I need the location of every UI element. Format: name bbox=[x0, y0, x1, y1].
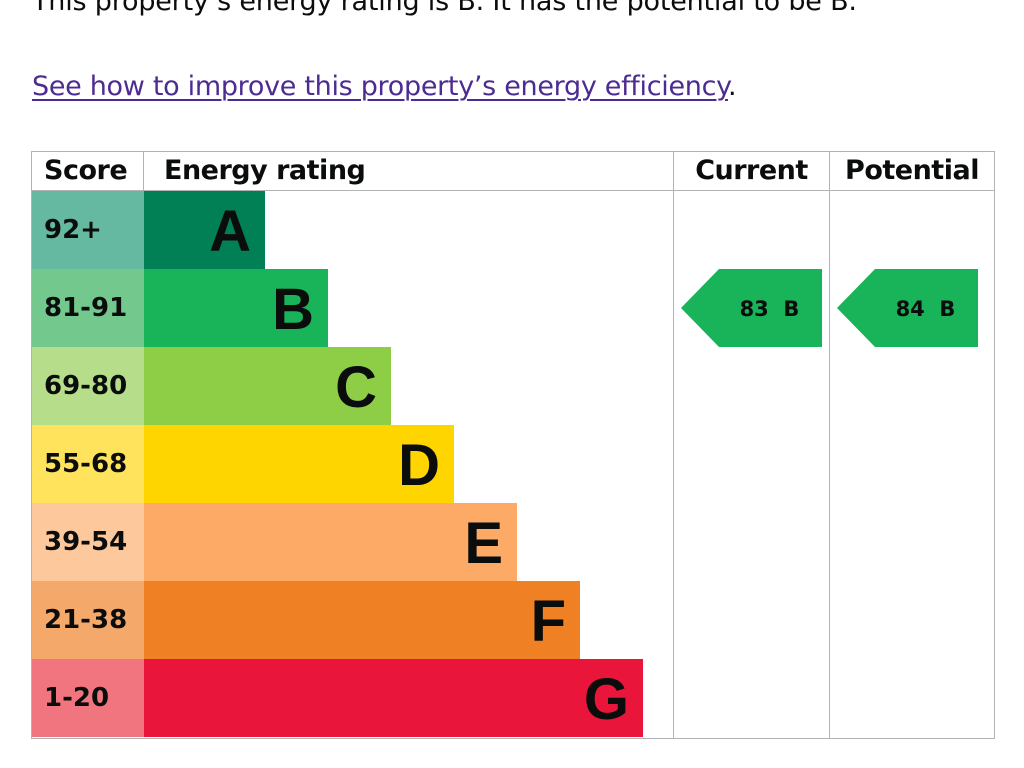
current-column-header: Current bbox=[695, 155, 808, 186]
link-suffix: . bbox=[727, 71, 737, 102]
score-range-a: 92+ bbox=[32, 191, 144, 269]
score-column-header: Score bbox=[44, 155, 128, 186]
band-letter-g: G bbox=[583, 667, 629, 732]
improve-efficiency-paragraph: See how to improve this property’s energ… bbox=[32, 70, 737, 104]
score-range-e: 39-54 bbox=[32, 503, 144, 581]
band-letter-e: E bbox=[464, 511, 503, 576]
current-rating-arrow-label: 83 B bbox=[739, 297, 800, 321]
band-bar-g: G bbox=[144, 659, 643, 737]
band-bar-c: C bbox=[144, 347, 391, 425]
current-rating-arrow: 83 B bbox=[681, 269, 822, 347]
potential-rating-arrow-label: 84 B bbox=[895, 297, 956, 321]
score-range-c: 69-80 bbox=[32, 347, 144, 425]
current-rating-arrow-shape bbox=[681, 269, 822, 347]
band-letter-d: D bbox=[398, 433, 440, 498]
score-range-f: 21-38 bbox=[32, 581, 144, 659]
potential-rating-arrow: 84 B bbox=[837, 269, 978, 347]
potential-column-header: Potential bbox=[845, 155, 979, 186]
current-column-frame bbox=[673, 151, 830, 739]
band-bar-b: B bbox=[144, 269, 328, 347]
band-letter-b: B bbox=[272, 277, 314, 342]
band-bar-e: E bbox=[144, 503, 517, 581]
score-range-b: 81-91 bbox=[32, 269, 144, 347]
potential-column-frame bbox=[829, 151, 995, 739]
band-letter-a: A bbox=[209, 199, 251, 264]
potential-rating-arrow-shape bbox=[837, 269, 978, 347]
band-letter-f: F bbox=[530, 589, 566, 654]
score-divider bbox=[143, 151, 144, 191]
score-range-g: 1-20 bbox=[32, 659, 144, 737]
energy-rating-chart: Score Energy rating Current Potential 92… bbox=[31, 151, 995, 739]
band-bar-f: F bbox=[144, 581, 580, 659]
band-bar-a: A bbox=[144, 191, 265, 269]
score-range-d: 55-68 bbox=[32, 425, 144, 503]
band-letter-c: C bbox=[335, 355, 377, 420]
band-bar-d: D bbox=[144, 425, 454, 503]
improve-efficiency-link[interactable]: See how to improve this property’s energ… bbox=[32, 71, 728, 102]
energy-rating-column-header: Energy rating bbox=[164, 155, 366, 186]
energy-rating-summary: This property’s energy rating is B. It h… bbox=[32, 0, 857, 17]
